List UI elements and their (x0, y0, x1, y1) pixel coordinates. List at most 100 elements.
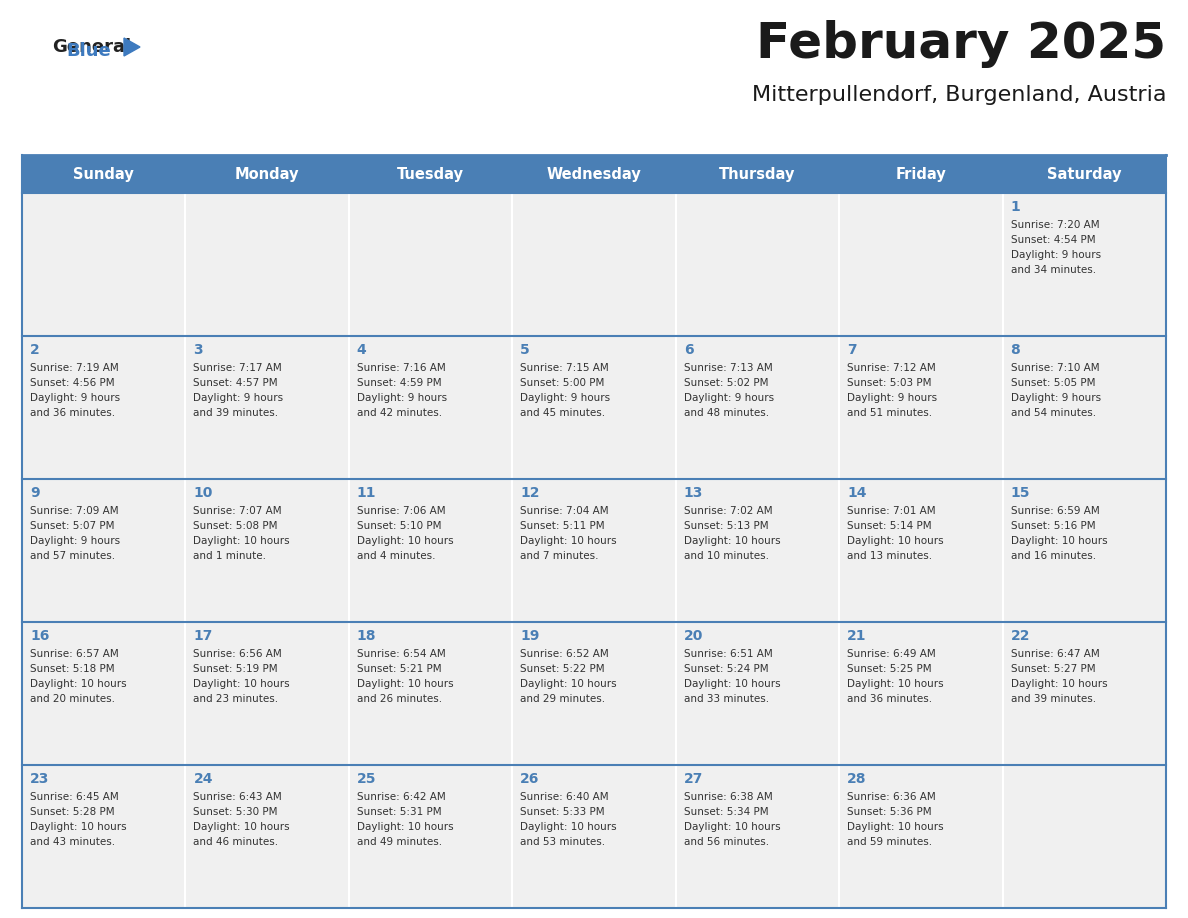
Text: 17: 17 (194, 629, 213, 643)
Text: and 48 minutes.: and 48 minutes. (684, 408, 769, 418)
Text: Sunset: 5:30 PM: Sunset: 5:30 PM (194, 807, 278, 817)
Bar (1003, 765, 1165, 908)
Text: and 51 minutes.: and 51 minutes. (847, 408, 933, 418)
Text: Sunrise: 7:06 AM: Sunrise: 7:06 AM (356, 506, 446, 516)
Text: 23: 23 (30, 772, 50, 786)
Bar (349, 622, 512, 765)
Text: Sunset: 5:34 PM: Sunset: 5:34 PM (684, 807, 769, 817)
Text: Daylight: 10 hours: Daylight: 10 hours (847, 536, 943, 546)
Text: Sunrise: 7:19 AM: Sunrise: 7:19 AM (30, 363, 119, 373)
Text: and 49 minutes.: and 49 minutes. (356, 837, 442, 847)
Text: 28: 28 (847, 772, 866, 786)
Text: Sunrise: 6:51 AM: Sunrise: 6:51 AM (684, 649, 772, 659)
Bar (23, 622, 185, 765)
Text: Daylight: 10 hours: Daylight: 10 hours (684, 822, 781, 832)
Text: Sunrise: 6:52 AM: Sunrise: 6:52 AM (520, 649, 609, 659)
Text: 27: 27 (684, 772, 703, 786)
Text: and 36 minutes.: and 36 minutes. (847, 694, 933, 704)
Text: Sunrise: 6:40 AM: Sunrise: 6:40 AM (520, 792, 609, 802)
Bar (1003, 622, 1165, 765)
Bar (349, 193, 512, 336)
Text: Daylight: 10 hours: Daylight: 10 hours (1011, 679, 1107, 689)
Bar (676, 479, 839, 622)
Text: Daylight: 9 hours: Daylight: 9 hours (847, 393, 937, 403)
Bar (349, 765, 512, 908)
Text: Sunset: 5:00 PM: Sunset: 5:00 PM (520, 378, 605, 388)
Text: 15: 15 (1011, 486, 1030, 500)
Text: Daylight: 9 hours: Daylight: 9 hours (520, 393, 611, 403)
Text: Sunset: 5:25 PM: Sunset: 5:25 PM (847, 664, 931, 674)
Text: 24: 24 (194, 772, 213, 786)
Text: Sunrise: 6:57 AM: Sunrise: 6:57 AM (30, 649, 119, 659)
Bar (676, 336, 839, 479)
Text: Daylight: 10 hours: Daylight: 10 hours (356, 679, 454, 689)
Text: 13: 13 (684, 486, 703, 500)
Bar (23, 765, 185, 908)
Text: Daylight: 10 hours: Daylight: 10 hours (520, 536, 617, 546)
Bar (1003, 336, 1165, 479)
Text: and 26 minutes.: and 26 minutes. (356, 694, 442, 704)
Text: Daylight: 9 hours: Daylight: 9 hours (1011, 250, 1101, 260)
Text: Daylight: 10 hours: Daylight: 10 hours (684, 536, 781, 546)
Text: 3: 3 (194, 343, 203, 357)
Text: Daylight: 10 hours: Daylight: 10 hours (194, 822, 290, 832)
Text: and 10 minutes.: and 10 minutes. (684, 551, 769, 561)
Text: Tuesday: Tuesday (397, 166, 465, 182)
Text: and 1 minute.: and 1 minute. (194, 551, 266, 561)
Text: and 39 minutes.: and 39 minutes. (1011, 694, 1095, 704)
Text: Sunrise: 6:49 AM: Sunrise: 6:49 AM (847, 649, 936, 659)
Text: Sunset: 5:27 PM: Sunset: 5:27 PM (1011, 664, 1095, 674)
Text: and 33 minutes.: and 33 minutes. (684, 694, 769, 704)
Bar (839, 765, 1003, 908)
Text: and 23 minutes.: and 23 minutes. (194, 694, 278, 704)
Text: 12: 12 (520, 486, 539, 500)
Text: and 42 minutes.: and 42 minutes. (356, 408, 442, 418)
Bar (839, 622, 1003, 765)
Text: Daylight: 10 hours: Daylight: 10 hours (30, 822, 127, 832)
Bar (512, 622, 676, 765)
Bar (839, 336, 1003, 479)
Bar (349, 336, 512, 479)
Text: Sunset: 5:31 PM: Sunset: 5:31 PM (356, 807, 442, 817)
Text: Sunrise: 7:12 AM: Sunrise: 7:12 AM (847, 363, 936, 373)
Text: 18: 18 (356, 629, 377, 643)
Text: Sunrise: 6:47 AM: Sunrise: 6:47 AM (1011, 649, 1099, 659)
Bar (23, 336, 185, 479)
Text: Daylight: 9 hours: Daylight: 9 hours (30, 536, 120, 546)
Bar (512, 765, 676, 908)
Text: Sunset: 4:56 PM: Sunset: 4:56 PM (30, 378, 114, 388)
Text: Sunrise: 7:01 AM: Sunrise: 7:01 AM (847, 506, 936, 516)
Text: General: General (52, 38, 131, 56)
Text: and 56 minutes.: and 56 minutes. (684, 837, 769, 847)
Text: and 45 minutes.: and 45 minutes. (520, 408, 606, 418)
Text: and 57 minutes.: and 57 minutes. (30, 551, 115, 561)
Text: 26: 26 (520, 772, 539, 786)
Bar (23, 479, 185, 622)
Text: Blue: Blue (67, 42, 110, 60)
Text: Daylight: 10 hours: Daylight: 10 hours (520, 679, 617, 689)
Text: Sunset: 5:03 PM: Sunset: 5:03 PM (847, 378, 931, 388)
Text: Daylight: 10 hours: Daylight: 10 hours (356, 536, 454, 546)
Text: and 16 minutes.: and 16 minutes. (1011, 551, 1095, 561)
Text: Sunset: 4:54 PM: Sunset: 4:54 PM (1011, 235, 1095, 245)
Text: and 4 minutes.: and 4 minutes. (356, 551, 435, 561)
Text: 4: 4 (356, 343, 367, 357)
Text: Daylight: 9 hours: Daylight: 9 hours (194, 393, 284, 403)
Text: 16: 16 (30, 629, 50, 643)
Text: Daylight: 9 hours: Daylight: 9 hours (30, 393, 120, 403)
Text: Sunrise: 7:17 AM: Sunrise: 7:17 AM (194, 363, 283, 373)
Polygon shape (124, 38, 140, 56)
Text: Sunset: 5:22 PM: Sunset: 5:22 PM (520, 664, 605, 674)
Text: 20: 20 (684, 629, 703, 643)
Text: Sunset: 5:36 PM: Sunset: 5:36 PM (847, 807, 931, 817)
Text: Wednesday: Wednesday (546, 166, 642, 182)
Text: Daylight: 9 hours: Daylight: 9 hours (684, 393, 773, 403)
Text: 19: 19 (520, 629, 539, 643)
Text: and 20 minutes.: and 20 minutes. (30, 694, 115, 704)
Text: 25: 25 (356, 772, 377, 786)
Bar (676, 622, 839, 765)
Text: Daylight: 10 hours: Daylight: 10 hours (194, 679, 290, 689)
Text: Sunrise: 6:43 AM: Sunrise: 6:43 AM (194, 792, 283, 802)
Text: Daylight: 10 hours: Daylight: 10 hours (356, 822, 454, 832)
Text: Sunset: 5:33 PM: Sunset: 5:33 PM (520, 807, 605, 817)
